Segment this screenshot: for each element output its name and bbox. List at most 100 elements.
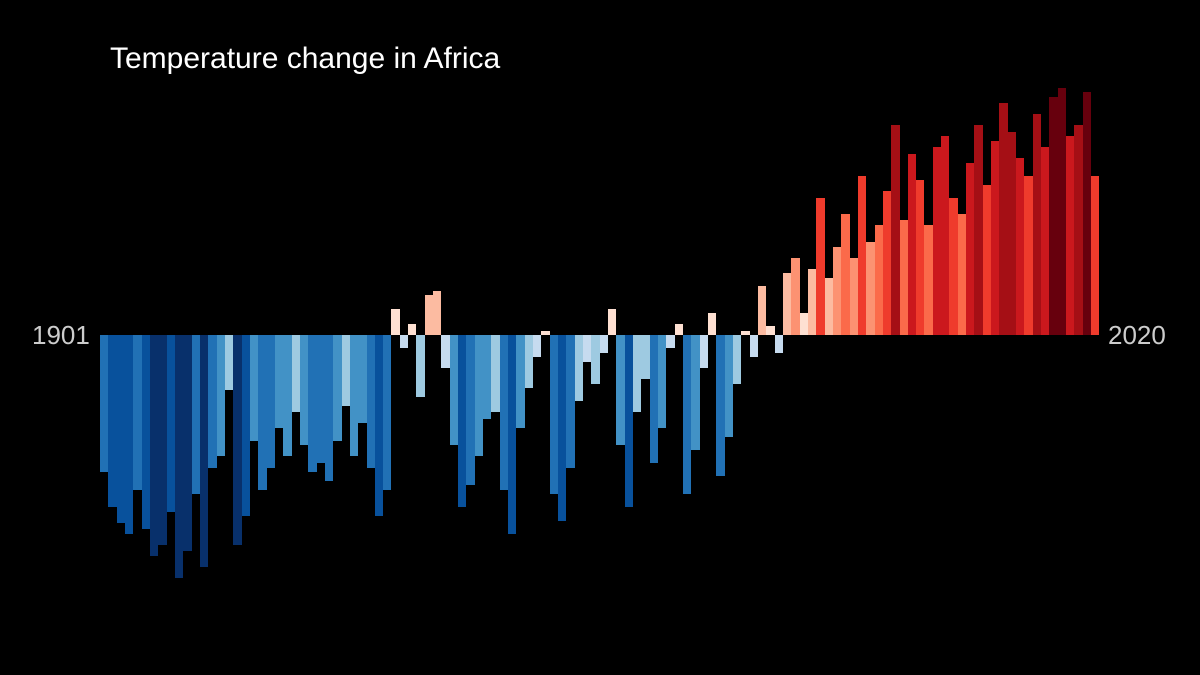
bar-slot bbox=[908, 70, 916, 600]
temperature-bar bbox=[375, 335, 383, 516]
bars-group bbox=[100, 70, 1100, 600]
temperature-bar bbox=[841, 214, 849, 335]
temperature-bar bbox=[508, 335, 516, 534]
bar-slot bbox=[342, 70, 350, 600]
bar-slot bbox=[133, 70, 141, 600]
temperature-bar bbox=[158, 335, 166, 545]
temperature-bar bbox=[250, 335, 258, 441]
temperature-bar bbox=[725, 335, 733, 437]
bar-slot bbox=[733, 70, 741, 600]
temperature-bar bbox=[475, 335, 483, 456]
bar-slot bbox=[1008, 70, 1016, 600]
bar-slot bbox=[350, 70, 358, 600]
temperature-bar bbox=[866, 242, 874, 335]
bar-slot bbox=[167, 70, 175, 600]
bar-slot bbox=[800, 70, 808, 600]
temperature-bar bbox=[633, 335, 641, 412]
bar-slot bbox=[900, 70, 908, 600]
bar-slot bbox=[783, 70, 791, 600]
temperature-bar bbox=[783, 273, 791, 335]
bar-slot bbox=[708, 70, 716, 600]
temperature-bar bbox=[200, 335, 208, 567]
bar-slot bbox=[833, 70, 841, 600]
bar-slot bbox=[383, 70, 391, 600]
temperature-bar bbox=[1083, 92, 1091, 335]
bar-slot bbox=[491, 70, 499, 600]
bar-slot bbox=[941, 70, 949, 600]
temperature-bar bbox=[441, 335, 449, 368]
temperature-bar bbox=[883, 191, 891, 335]
bar-slot bbox=[267, 70, 275, 600]
bar-slot bbox=[541, 70, 549, 600]
temperature-bar bbox=[450, 335, 458, 445]
bar-slot bbox=[1041, 70, 1049, 600]
temperature-bar bbox=[641, 335, 649, 379]
bar-slot bbox=[775, 70, 783, 600]
temperature-bar bbox=[1074, 125, 1082, 335]
bar-slot bbox=[916, 70, 924, 600]
temperature-bar bbox=[791, 258, 799, 335]
bar-slot bbox=[158, 70, 166, 600]
bar-slot bbox=[217, 70, 225, 600]
bar-slot bbox=[866, 70, 874, 600]
temperature-bar bbox=[750, 335, 758, 357]
temperature-bar bbox=[133, 335, 141, 490]
temperature-bar bbox=[758, 286, 766, 335]
temperature-bar bbox=[1024, 176, 1032, 335]
plot-area bbox=[100, 70, 1100, 600]
bar-slot bbox=[716, 70, 724, 600]
temperature-bar bbox=[383, 335, 391, 490]
bar-slot bbox=[200, 70, 208, 600]
bar-slot bbox=[325, 70, 333, 600]
temperature-bar bbox=[833, 247, 841, 335]
temperature-bar bbox=[292, 335, 300, 412]
temperature-bar bbox=[367, 335, 375, 468]
temperature-bar bbox=[283, 335, 291, 456]
bar-slot bbox=[691, 70, 699, 600]
bar-slot bbox=[983, 70, 991, 600]
bar-slot bbox=[658, 70, 666, 600]
temperature-bar bbox=[941, 136, 949, 335]
bar-slot bbox=[333, 70, 341, 600]
bar-slot bbox=[850, 70, 858, 600]
temperature-bar bbox=[333, 335, 341, 441]
bar-slot bbox=[675, 70, 683, 600]
bar-slot bbox=[575, 70, 583, 600]
temperature-bar bbox=[142, 335, 150, 529]
bar-slot bbox=[1083, 70, 1091, 600]
bar-slot bbox=[591, 70, 599, 600]
temperature-bar bbox=[325, 335, 333, 481]
temperature-bar bbox=[983, 185, 991, 335]
temperature-bar bbox=[208, 335, 216, 468]
bar-slot bbox=[633, 70, 641, 600]
temperature-bar bbox=[541, 331, 549, 335]
temperature-bar bbox=[533, 335, 541, 357]
temperature-bar bbox=[916, 180, 924, 335]
temperature-bar bbox=[317, 335, 325, 463]
bar-slot bbox=[808, 70, 816, 600]
bar-slot bbox=[175, 70, 183, 600]
temperature-bar bbox=[308, 335, 316, 472]
temperature-bar bbox=[591, 335, 599, 384]
bar-slot bbox=[183, 70, 191, 600]
bar-slot bbox=[550, 70, 558, 600]
temperature-bar bbox=[1016, 158, 1024, 335]
temperature-bar bbox=[683, 335, 691, 494]
bar-slot bbox=[475, 70, 483, 600]
temperature-bar bbox=[100, 335, 108, 472]
bar-slot bbox=[750, 70, 758, 600]
bar-slot bbox=[1024, 70, 1032, 600]
temperature-bar bbox=[258, 335, 266, 490]
temperature-bar bbox=[608, 309, 616, 336]
bar-slot bbox=[466, 70, 474, 600]
temperature-bar bbox=[800, 313, 808, 335]
bar-slot bbox=[875, 70, 883, 600]
bar-slot bbox=[317, 70, 325, 600]
bar-slot bbox=[566, 70, 574, 600]
temperature-bar bbox=[816, 198, 824, 335]
temperature-bar bbox=[691, 335, 699, 450]
temperature-bar bbox=[267, 335, 275, 468]
temperature-bar bbox=[275, 335, 283, 428]
temperature-bar bbox=[1091, 176, 1099, 335]
bar-slot bbox=[641, 70, 649, 600]
